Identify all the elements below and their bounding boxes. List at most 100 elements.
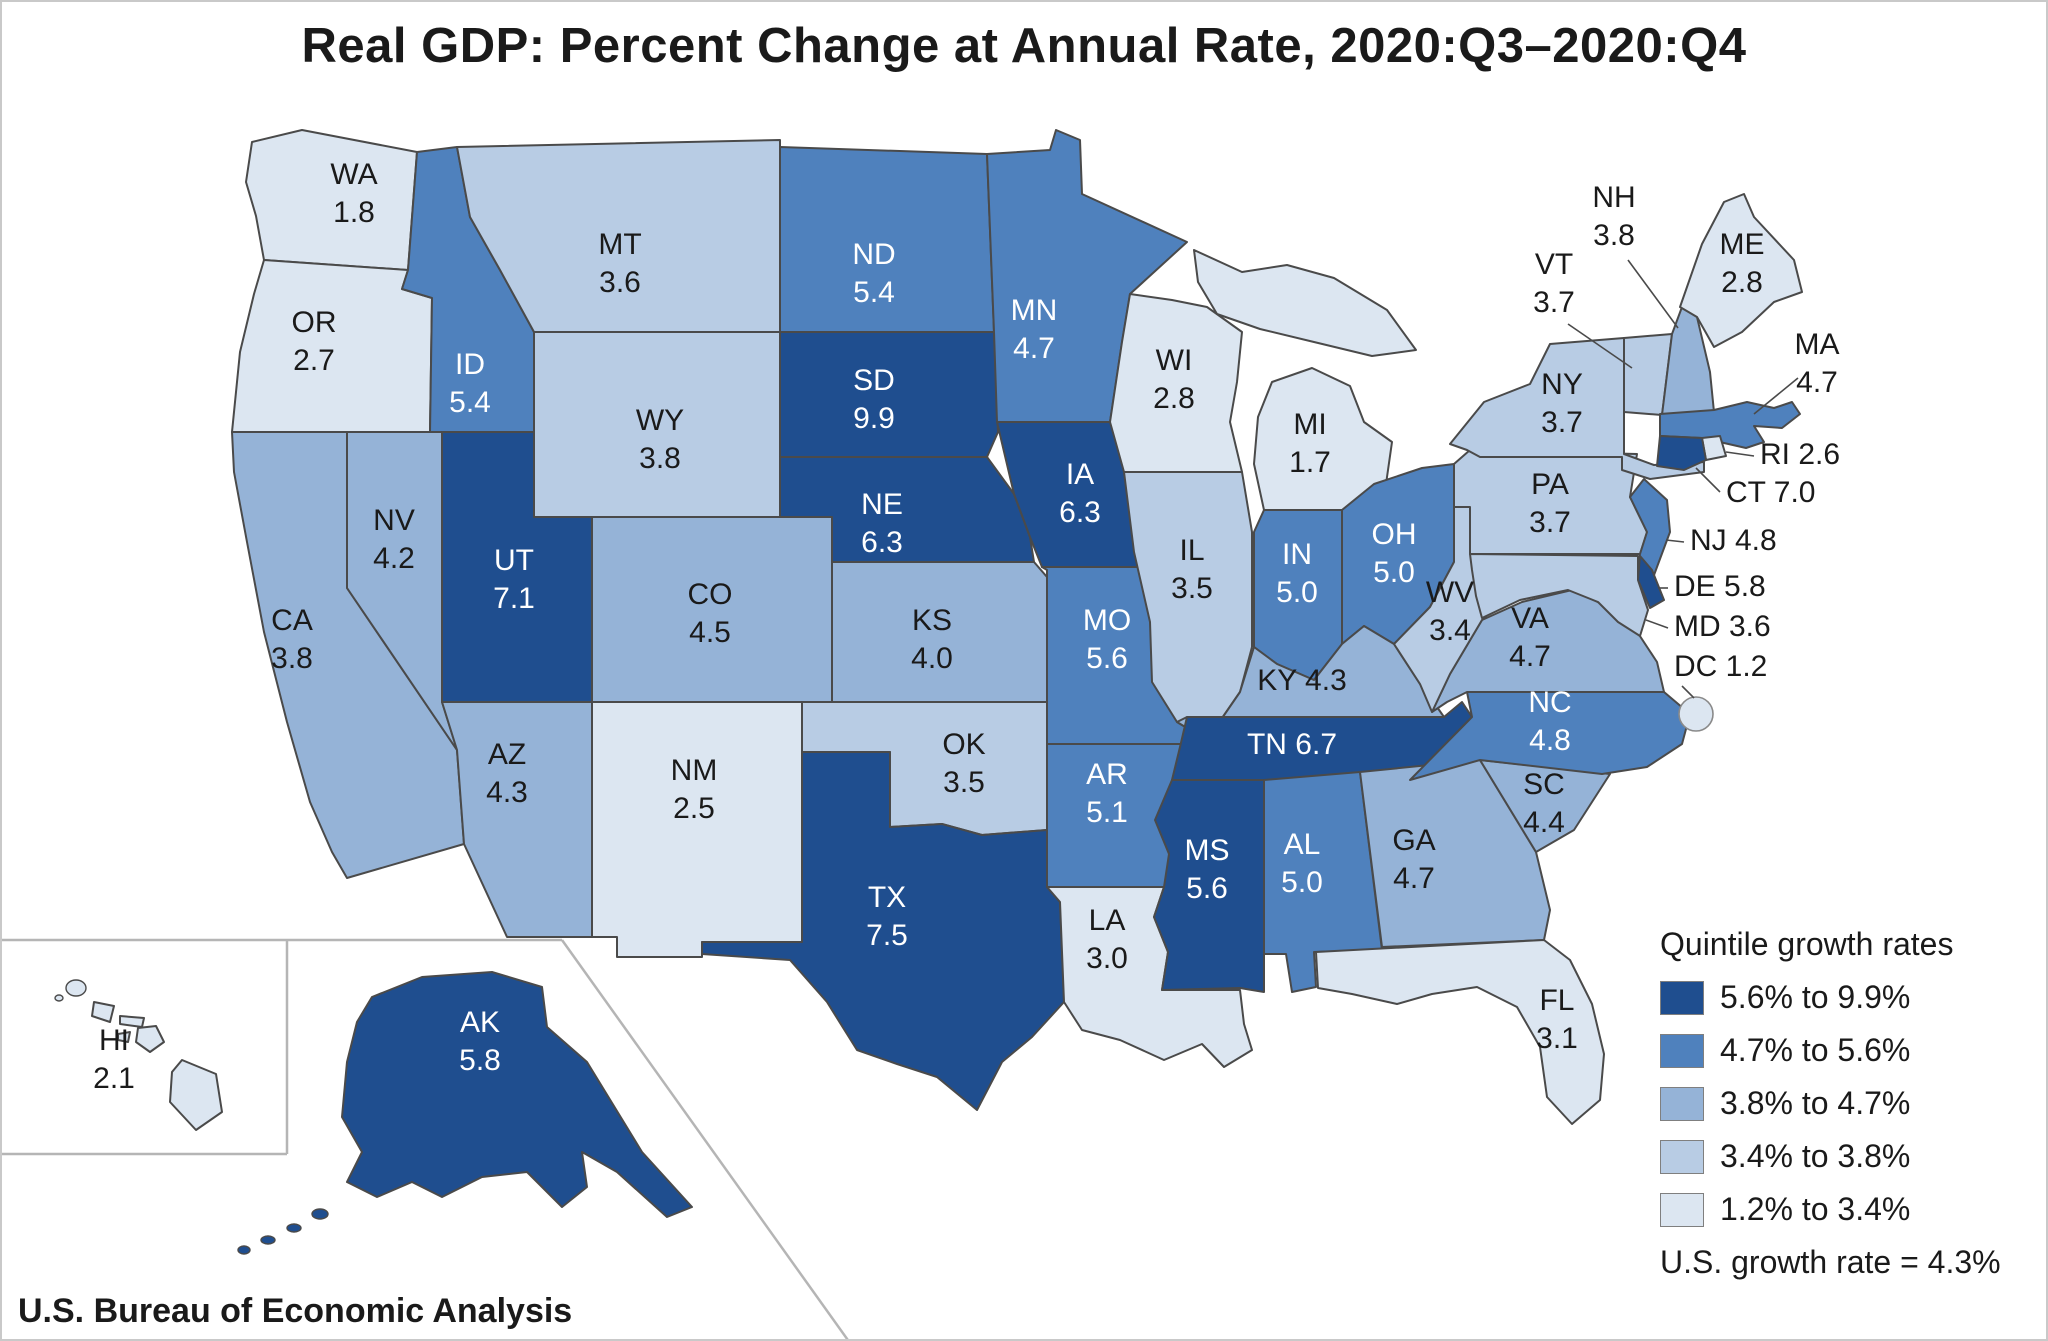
state-KY [1176,625,1445,741]
state-value-HI: 2.1 [93,1062,135,1095]
state-label-SC: SC [1523,768,1565,801]
state-value-NC: 4.8 [1529,724,1571,757]
island-AK [286,1223,302,1233]
state-label-MO: MO [1083,604,1131,637]
state-label-PA: PA [1531,468,1569,501]
legend-item: 1.2% to 3.4% [1660,1191,2030,1228]
state-FL [1315,939,1605,1125]
state-value-PA: 3.7 [1529,506,1571,539]
state-label-CO: CO [688,578,733,611]
state-value-AR: 5.1 [1086,796,1128,829]
state-value-AL: 5.0 [1281,866,1323,899]
state-label-NJ: NJ 4.8 [1690,524,1777,557]
state-NC [1409,691,1691,781]
legend-swatch [1660,980,1704,1015]
legend-swatch [1660,1086,1704,1121]
state-value-LA: 3.0 [1086,942,1128,975]
state-value-NM: 2.5 [673,792,715,825]
state-label-MT: MT [598,228,641,261]
state-label-RI: RI 2.6 [1760,438,1840,471]
state-label-DC: DC 1.2 [1674,650,1767,683]
callout-line-MA [1753,377,1799,415]
state-value-OK: 3.5 [943,766,985,799]
state-value-VA: 4.7 [1509,640,1551,673]
state-value-GA: 4.7 [1393,862,1435,895]
state-label-LA: LA [1089,904,1126,937]
state-ME [1679,193,1803,348]
state-value-CO: 4.5 [689,616,731,649]
state-value-MI: 1.7 [1289,446,1331,479]
state-value-OH: 5.0 [1373,556,1415,589]
legend: Quintile growth rates 5.6% to 9.9% 4.7% t… [1660,926,2030,1281]
callout-line-VT [1567,323,1633,369]
state-label-AR: AR [1086,758,1128,791]
state-value-MO: 5.6 [1086,642,1128,675]
state-label-MA: MA [1795,328,1840,361]
state-label-UT: UT [494,544,534,577]
state-label-TN: TN 6.7 [1247,728,1337,761]
state-label-MS: MS [1185,834,1230,867]
state-label-MD: MD 3.6 [1674,610,1771,643]
state-AK [341,971,693,1218]
state-value-IL: 3.5 [1171,572,1213,605]
state-value-WI: 2.8 [1153,382,1195,415]
state-value-MN: 4.7 [1013,332,1055,365]
state-label-TX: TX [868,881,906,914]
state-label-ID: ID [455,348,485,381]
legend-item: 3.8% to 4.7% [1660,1085,2030,1122]
state-label-NC: NC [1528,686,1571,719]
state-value-NY: 3.7 [1541,406,1583,439]
state-value-ND: 5.4 [853,276,895,309]
state-label-HI: HI [99,1024,129,1057]
dc-circle [1678,696,1714,732]
state-WA [245,129,418,271]
state-value-ME: 2.8 [1721,266,1763,299]
state-label-WY: WY [636,404,684,437]
island-AK [311,1208,329,1220]
state-label-IN: IN [1282,538,1312,571]
legend-label: 5.6% to 9.9% [1720,979,1911,1015]
state-label-OH: OH [1372,518,1417,551]
legend-swatch [1660,1139,1704,1174]
state-label-VT: VT [1535,248,1573,281]
state-label-WI: WI [1156,344,1193,377]
state-value-AZ: 4.3 [486,776,528,809]
map-title: Real GDP: Percent Change at Annual Rate,… [301,19,1747,73]
state-label-CT: CT 7.0 [1726,476,1816,509]
legend-items: 5.6% to 9.9% 4.7% to 5.6% 3.8% to 4.7% 3.4%… [1660,979,2030,1228]
state-value-MA: 4.7 [1796,366,1838,399]
state-label-NV: NV [373,504,415,537]
state-value-KS: 4.0 [911,642,953,675]
legend-label: 3.4% to 3.8% [1720,1138,1911,1174]
state-value-AK: 5.8 [459,1044,501,1077]
legend-item: 5.6% to 9.9% [1660,979,2030,1016]
state-value-WY: 3.8 [639,442,681,475]
state-MN [986,129,1188,423]
state-HI [91,1001,115,1023]
state-value-SD: 9.9 [853,402,895,435]
island-AK [237,1245,251,1255]
state-label-MI: MI [1293,408,1326,441]
state-label-OR: OR [292,306,337,339]
state-value-UT: 7.1 [493,582,535,615]
state-value-FL: 3.1 [1536,1022,1578,1055]
state-label-VA: VA [1511,602,1549,635]
source-attribution: U.S. Bureau of Economic Analysis [18,1292,573,1330]
state-label-ME: ME [1720,228,1765,261]
state-HI [135,1025,165,1053]
callout-line-CT [1695,467,1721,493]
callout-line-RI [1725,451,1755,457]
state-label-NE: NE [861,488,903,521]
legend-title: Quintile growth rates [1660,926,1954,962]
legend-label: 1.2% to 3.4% [1720,1191,1911,1227]
legend-label: 4.7% to 5.6% [1720,1032,1911,1068]
state-label-KY: KY 4.3 [1257,664,1347,697]
state-value-MT: 3.6 [599,266,641,299]
state-value-MS: 5.6 [1186,872,1228,905]
state-label-IL: IL [1179,534,1204,567]
state-value-ID: 5.4 [449,386,491,419]
state-label-AL: AL [1284,828,1321,861]
island-HI [54,994,64,1002]
